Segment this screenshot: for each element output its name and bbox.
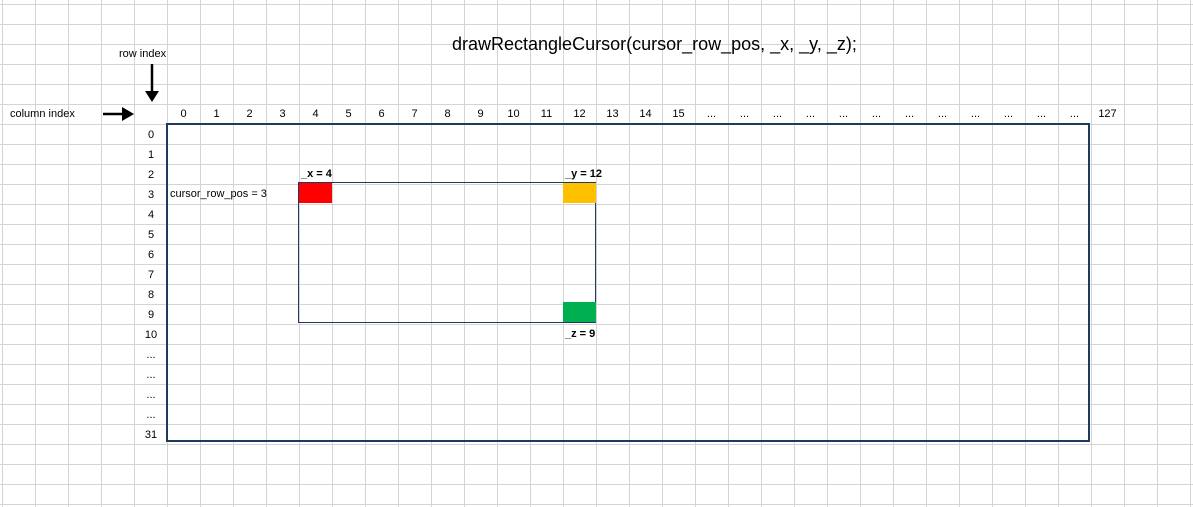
row-index: ... <box>146 389 156 401</box>
column-index: ... <box>838 108 849 120</box>
y-label: _y = 12 <box>565 168 603 180</box>
column-index: ... <box>706 108 717 120</box>
column-index: ... <box>805 108 816 120</box>
z-label: _z = 9 <box>565 328 596 340</box>
column-index: ... <box>1003 108 1014 120</box>
row-index: ... <box>146 349 156 361</box>
column-index: 13 <box>606 108 619 120</box>
row-index: 31 <box>144 429 158 441</box>
column-index: ... <box>904 108 915 120</box>
column-index: 2 <box>246 108 253 120</box>
column-index: 15 <box>672 108 685 120</box>
column-index: 7 <box>411 108 418 120</box>
row-index: 5 <box>147 229 155 241</box>
row-index: ... <box>146 369 156 381</box>
column-index: 0 <box>180 108 187 120</box>
column-index: 1 <box>213 108 220 120</box>
x-corner-cell <box>299 183 332 203</box>
column-index: 12 <box>573 108 586 120</box>
row-index-label: row index <box>119 48 167 60</box>
column-index: 9 <box>477 108 484 120</box>
row-index: 6 <box>147 249 155 261</box>
row-index-arrow-icon <box>145 64 159 102</box>
row-index: ... <box>146 409 156 421</box>
x-label: _x = 4 <box>301 168 332 180</box>
column-index: ... <box>970 108 981 120</box>
z-corner-cell <box>563 302 596 322</box>
row-index: 0 <box>147 129 155 141</box>
column-index: ... <box>772 108 783 120</box>
column-index: 4 <box>312 108 319 120</box>
row-index: 3 <box>147 189 155 201</box>
column-index-label: column index <box>10 108 75 120</box>
row-index: 8 <box>147 289 155 301</box>
column-index: 127 <box>1098 108 1117 120</box>
function-call-title: drawRectangleCursor(cursor_row_pos, _x, … <box>452 34 857 54</box>
display-area <box>166 123 1090 442</box>
column-index-arrow-icon <box>103 107 134 121</box>
column-index: 6 <box>378 108 385 120</box>
column-index: 3 <box>279 108 286 120</box>
row-index: 4 <box>147 209 155 221</box>
row-index: 2 <box>147 169 155 181</box>
row-index: 7 <box>147 269 155 281</box>
column-index: 10 <box>507 108 520 120</box>
column-index: 5 <box>345 108 352 120</box>
cursor-rectangle <box>298 182 596 323</box>
column-index: ... <box>937 108 948 120</box>
row-index: 9 <box>147 309 155 321</box>
column-index: ... <box>1069 108 1080 120</box>
row-index: 1 <box>147 149 155 161</box>
cursor-row-pos-label: cursor_row_pos = 3 <box>170 188 267 200</box>
row-index: 10 <box>144 329 158 341</box>
column-index: 8 <box>444 108 451 120</box>
column-index: ... <box>871 108 882 120</box>
column-index: ... <box>1036 108 1047 120</box>
column-index: 14 <box>639 108 652 120</box>
column-index: ... <box>739 108 750 120</box>
y-corner-cell <box>563 183 596 203</box>
column-index: 11 <box>540 108 553 120</box>
